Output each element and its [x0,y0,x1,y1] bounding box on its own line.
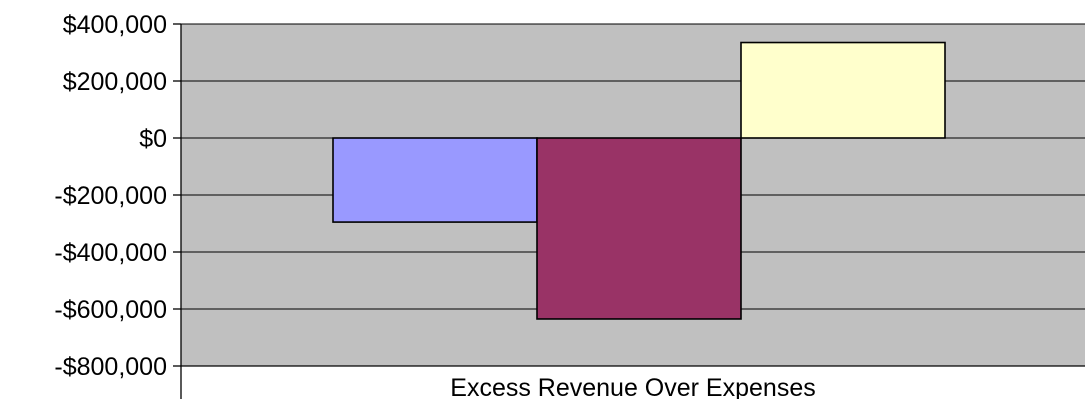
x-axis-categories: Excess Revenue Over Expenses [181,365,1085,399]
bar-series-3 [740,41,946,139]
bar-series-2 [536,137,742,320]
y-tick-label: -$800,000 [54,353,167,381]
y-tick-label: $0 [139,125,167,153]
bar-series-1 [332,137,538,223]
y-tick-label: $400,000 [63,11,167,39]
y-tick-label: -$200,000 [54,182,167,210]
y-axis-ticks: $400,000 $200,000 $0 -$200,000 -$400,000 -$60… [54,11,181,381]
y-tick-label: $200,000 [63,68,167,96]
bars [332,41,946,320]
y-tick-label: -$600,000 [54,296,167,324]
x-category-label: Excess Revenue Over Expenses [450,374,815,399]
y-tick-label: -$400,000 [54,239,167,267]
